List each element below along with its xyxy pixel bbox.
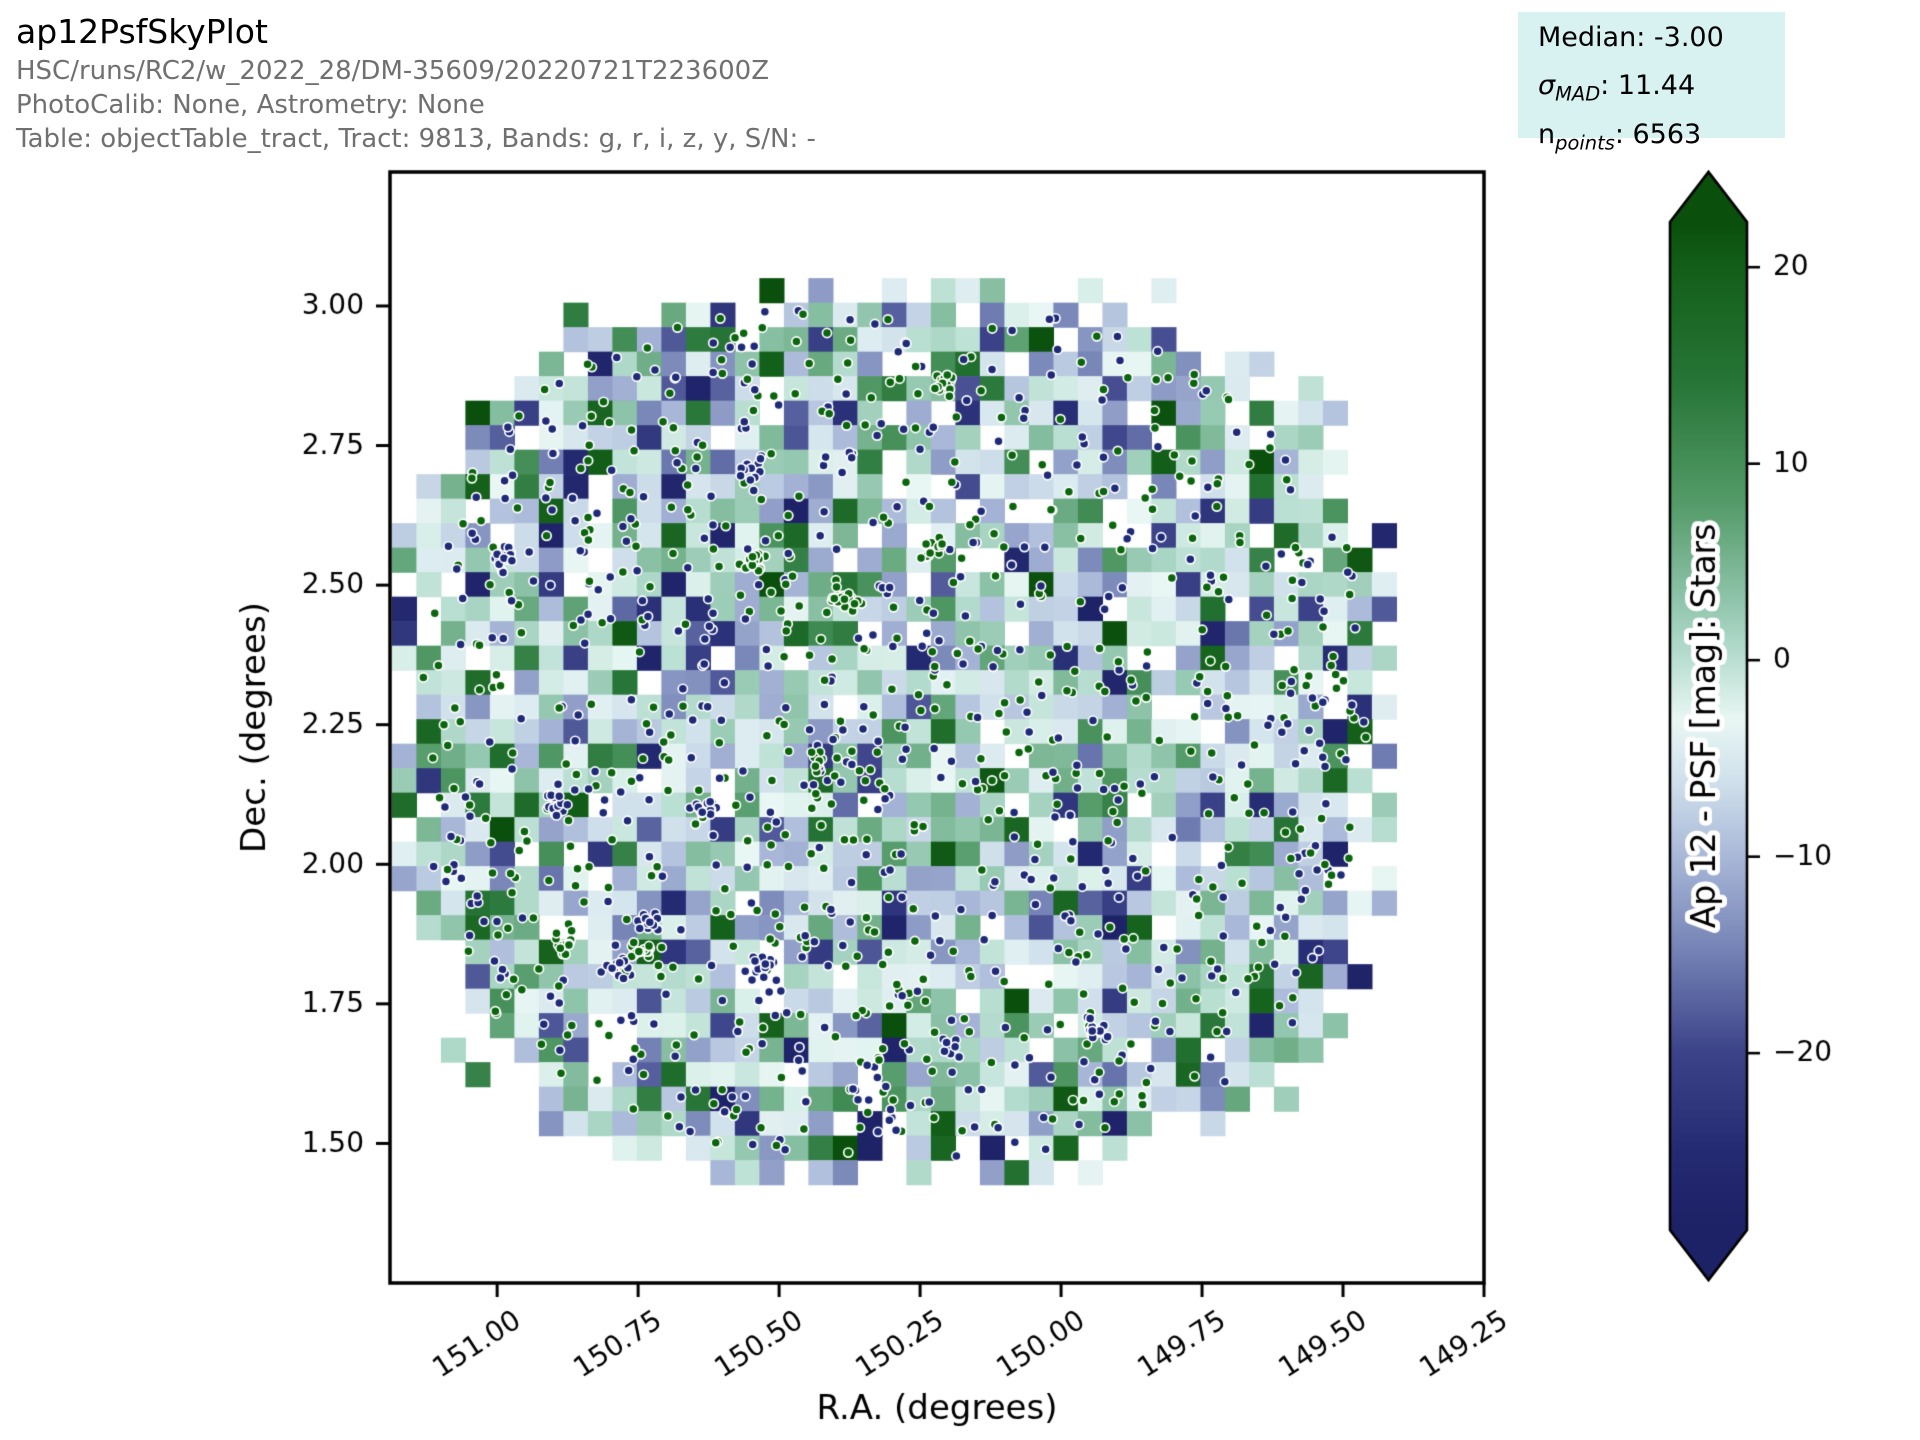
plot-header: ap12PsfSkyPlot HSC/runs/RC2/w_2022_28/DM…	[16, 10, 816, 156]
stat-median-label: Median	[1538, 22, 1637, 53]
table-info-text: Table: objectTable_tract, Tract: 9813, B…	[16, 124, 816, 154]
stat-sigma-label: σ	[1538, 70, 1556, 102]
stats-summary-box: Median: -3.00 σMAD: 11.44 npoints: 6563	[1518, 12, 1785, 154]
stat-sigma-sub: MAD	[1555, 82, 1601, 106]
stat-npoints: npoints: 6563	[1538, 115, 1775, 163]
stat-sigma-mad: σMAD: 11.44	[1538, 66, 1775, 114]
calibration-text: PhotoCalib: None, Astrometry: None	[16, 90, 485, 120]
stat-median: Median: -3.00	[1538, 18, 1775, 66]
page-title: ap12PsfSkyPlot	[16, 12, 268, 51]
run-collection-text: HSC/runs/RC2/w_2022_28/DM-35609/20220721…	[16, 56, 770, 86]
stat-npoints-value: : 6563	[1614, 118, 1702, 150]
stat-median-value: : -3.00	[1636, 22, 1724, 53]
stat-npoints-sub: points	[1555, 131, 1615, 155]
stat-sigma-value: : 11.44	[1600, 70, 1696, 102]
stat-npoints-label: n	[1538, 118, 1556, 150]
